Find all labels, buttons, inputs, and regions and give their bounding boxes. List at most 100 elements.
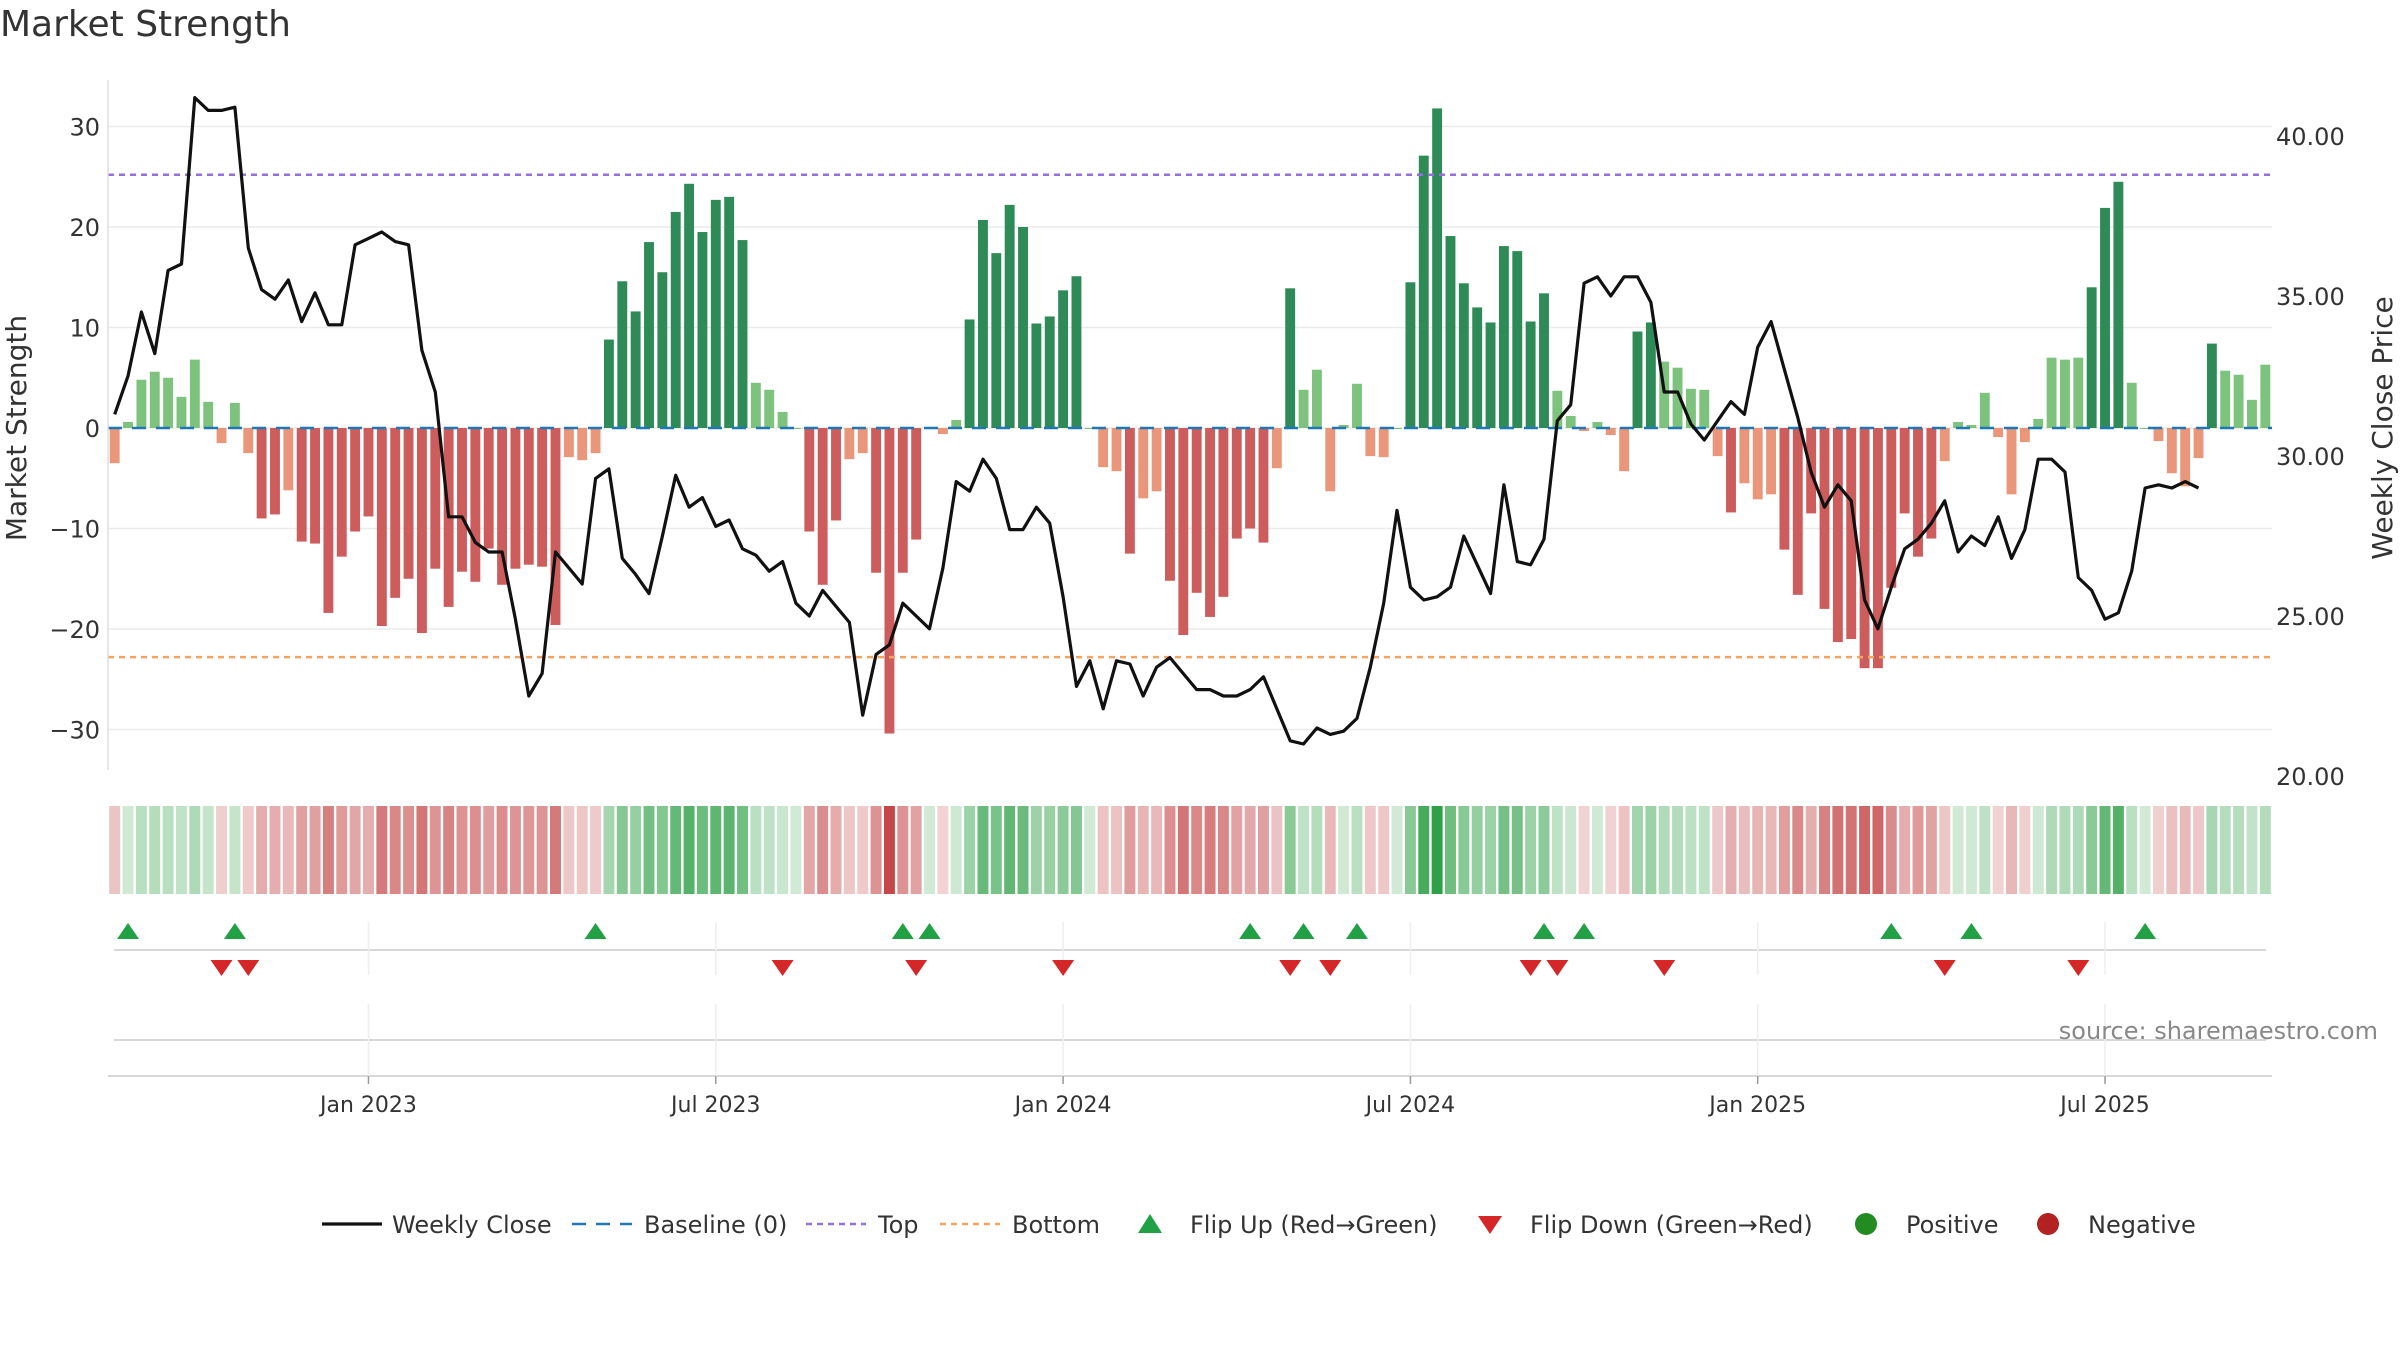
strength-bar: [1218, 428, 1229, 597]
strength-bar: [176, 396, 187, 428]
strip-cell: [322, 806, 334, 894]
strip-cell: [1271, 806, 1283, 894]
strength-bar: [2126, 382, 2137, 428]
strength-bar: [336, 428, 347, 557]
strip-cell: [2152, 806, 2164, 894]
strength-bar: [523, 428, 534, 565]
strip-cell: [1445, 806, 1456, 894]
strip-cell: [1177, 806, 1189, 894]
legend-label: Negative: [2088, 1211, 2196, 1239]
strip-cell: [416, 806, 428, 894]
strength-bar: [256, 428, 267, 519]
strip-cell: [1538, 806, 1550, 894]
strength-bar: [1165, 428, 1175, 581]
strip-cell: [122, 806, 134, 894]
strength-bar: [1512, 251, 1523, 428]
strip-cell: [1137, 806, 1149, 894]
strength-bar: [1178, 428, 1189, 636]
strength-bar: [737, 240, 748, 428]
strip-cell: [1832, 806, 1844, 894]
y-right-axis-title: Weekly Close Price: [2366, 296, 2399, 559]
strength-bar: [457, 428, 467, 572]
strip-cell: [1004, 806, 1016, 894]
flip-up-marker: [2134, 923, 2157, 939]
strip-cell: [189, 806, 201, 894]
legend-item: Flip Up (Red→Green): [1138, 1211, 1438, 1239]
strength-bar: [1498, 246, 1509, 428]
flip-down-marker: [1933, 960, 1956, 976]
reference-lines: [108, 173, 2272, 659]
strength-bar: [1859, 428, 1870, 669]
strength-bar: [1245, 428, 1256, 529]
strength-bar: [229, 402, 240, 428]
legend-dot-icon: [1855, 1213, 1877, 1235]
strip-cell: [1351, 806, 1363, 894]
strip-cell: [1738, 806, 1750, 894]
strength-bar: [109, 428, 120, 464]
strip-cell: [2006, 806, 2017, 894]
strength-bar: [1619, 428, 1630, 472]
strip-cell: [1164, 806, 1176, 894]
strip-cell: [1404, 806, 1416, 894]
chart-title: Market Strength: [0, 4, 291, 45]
strength-bar: [897, 428, 908, 573]
strength-bar: [724, 196, 735, 428]
strength-bar: [1645, 322, 1656, 428]
flip-down-marker: [905, 960, 928, 976]
strength-bar: [1752, 428, 1763, 500]
strength-bar: [777, 411, 788, 428]
strength-bar: [844, 428, 855, 460]
x-tick-label: Jul 2023: [669, 1093, 761, 1118]
strip-cell: [2219, 806, 2231, 894]
strip-cell: [483, 806, 495, 894]
strip-cell: [336, 806, 348, 894]
y-right-tick-label: 20.00: [2276, 763, 2345, 791]
strip-cell: [1565, 806, 1577, 894]
legend-flip-up-icon: [1138, 1214, 1162, 1233]
strength-bar: [2233, 374, 2244, 428]
strength-bar: [670, 211, 681, 428]
strip-cell: [2126, 806, 2138, 894]
strip-cell: [509, 806, 521, 894]
strip-cell: [282, 806, 294, 894]
strength-bar: [1418, 155, 1429, 428]
strength-bar: [550, 428, 561, 625]
strip-cell: [1792, 806, 1804, 894]
strength-bar: [1191, 428, 1202, 593]
strength-bar: [991, 253, 1002, 428]
strength-bar: [1659, 361, 1670, 428]
strength-bar: [470, 428, 481, 582]
strip-cell: [763, 806, 775, 894]
legend-label: Weekly Close: [392, 1211, 552, 1239]
strength-bar: [1819, 428, 1830, 609]
strip-cell: [2099, 806, 2111, 894]
strength-bar: [1552, 390, 1563, 428]
strength-bar: [510, 428, 521, 569]
strip-cell: [2046, 806, 2058, 894]
strength-bar: [2019, 428, 2030, 443]
strength-bar: [750, 382, 761, 428]
strip-cell: [1525, 806, 1537, 894]
strip-cell: [710, 806, 722, 894]
flip-up-marker: [1292, 923, 1315, 939]
strength-bar: [2113, 181, 2124, 428]
strength-bar: [1365, 428, 1376, 457]
strength-bar: [2060, 359, 2070, 428]
legend-flip-down-icon: [1478, 1216, 1502, 1234]
strip-cell: [870, 806, 882, 894]
strip-cell: [1298, 806, 1310, 894]
strip-cell: [683, 806, 695, 894]
strip-cell: [2059, 806, 2071, 894]
strip-cell: [1591, 806, 1603, 894]
legend-item: Bottom: [940, 1211, 1100, 1239]
strength-bar: [697, 232, 708, 428]
flip-down-marker: [237, 960, 260, 976]
strip-cell: [1378, 806, 1390, 894]
strip-cell: [910, 806, 922, 894]
strip-cell: [1471, 806, 1483, 894]
strip-cell: [843, 806, 855, 894]
strength-bar: [430, 428, 441, 569]
strip-cell: [1965, 806, 1977, 894]
strength-bar: [1539, 293, 1549, 428]
flip-up-marker: [117, 923, 140, 939]
